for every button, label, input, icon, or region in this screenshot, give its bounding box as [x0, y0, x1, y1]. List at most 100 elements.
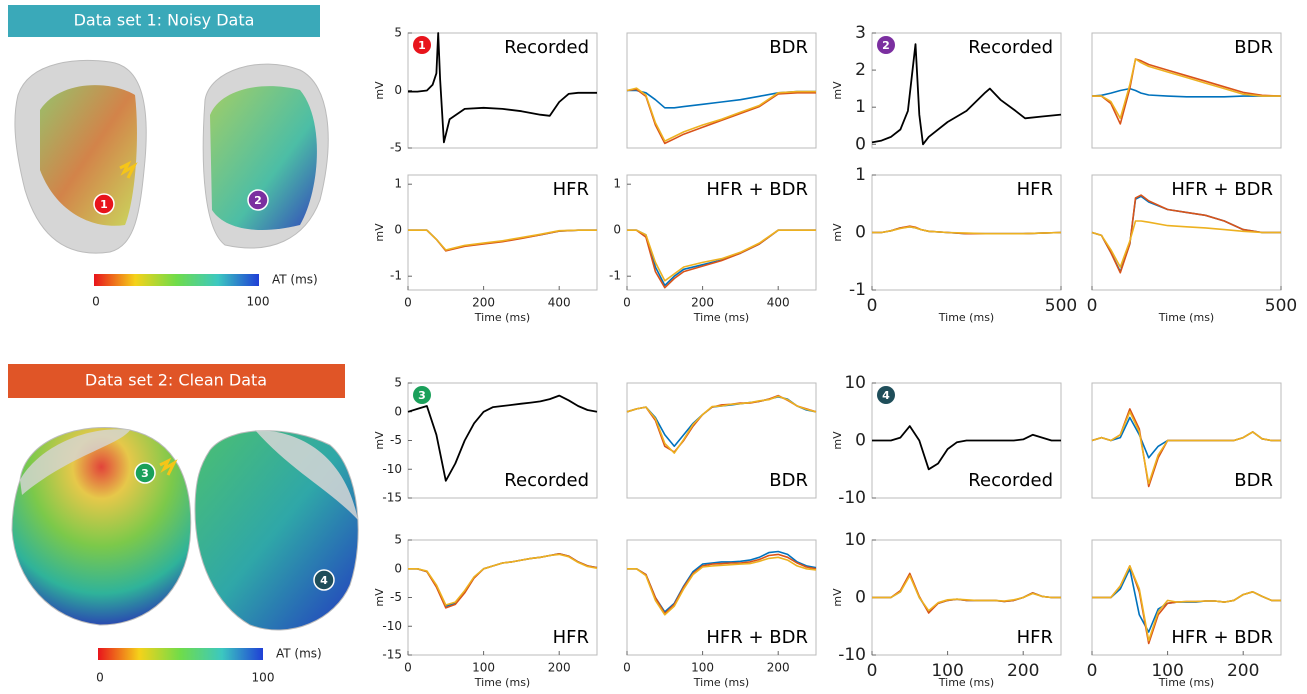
y-axis-label: mV	[373, 588, 386, 607]
site-badge	[247, 189, 269, 211]
trace	[626, 395, 817, 454]
y-tick-label: 3	[855, 23, 866, 43]
panel-title: Recorded	[504, 37, 589, 58]
heart	[255, 430, 358, 520]
y-tick-label: 0	[855, 134, 866, 154]
x-axis-label: Time (ms)	[938, 311, 994, 324]
plot-frame	[626, 174, 817, 291]
x-tick-label: 0	[1087, 296, 1098, 316]
plot-frame	[871, 32, 1062, 149]
y-axis-label: mV	[831, 81, 844, 100]
y-tick-label: 0	[855, 223, 866, 243]
site-label: 2	[882, 39, 890, 52]
y-axis-label: mV	[831, 431, 844, 450]
banner-box	[8, 5, 320, 37]
x-tick-label: 200	[691, 296, 714, 310]
x-axis-label: Time (ms)	[474, 676, 530, 689]
x-tick-label: 500	[1265, 296, 1297, 316]
site-badge	[877, 386, 895, 404]
trace	[872, 226, 1062, 235]
site-badge	[134, 462, 156, 484]
x-tick-label: 100	[1151, 661, 1183, 681]
panel-title: Recorded	[504, 470, 589, 491]
trace	[1091, 194, 1281, 274]
x-tick-label: 200	[1227, 661, 1259, 681]
y-tick-label: -5	[390, 433, 402, 447]
colorbar	[94, 274, 259, 286]
y-axis-label: mV	[831, 588, 844, 607]
y-tick-label: -10	[838, 645, 866, 665]
x-tick-label: 0	[623, 661, 631, 675]
trace	[627, 553, 817, 615]
x-tick-label: 100	[472, 661, 495, 675]
y-tick-label: -1	[390, 269, 402, 283]
x-tick-label: 500	[1045, 296, 1077, 316]
trace	[1091, 411, 1281, 485]
colorbar-max: 100	[252, 671, 275, 685]
banner-box	[8, 364, 345, 398]
y-tick-label: -15	[382, 491, 402, 505]
y-axis-label: mV	[373, 431, 386, 450]
x-tick-label: 200	[767, 661, 790, 675]
colorbar	[98, 648, 263, 660]
trace	[1092, 565, 1281, 642]
panel-title: BDR	[769, 470, 808, 491]
plot-frame	[407, 174, 598, 291]
plot-frame	[407, 539, 598, 656]
pacing-icon	[119, 160, 138, 179]
trace	[627, 556, 817, 616]
panel-title: HFR	[553, 179, 589, 200]
pacing-icon	[159, 457, 178, 476]
y-tick-label: -10	[382, 619, 402, 633]
colorbar-min: 0	[96, 671, 104, 685]
heart	[20, 429, 130, 495]
trace	[872, 425, 1061, 471]
panel-title: HFR	[553, 627, 589, 648]
y-tick-label: 1	[613, 177, 621, 191]
x-tick-label: 400	[548, 296, 571, 310]
y-axis-label: mV	[831, 223, 844, 242]
x-tick-label: 0	[404, 296, 412, 310]
site-badge	[93, 193, 115, 215]
panel-title: BDR	[1234, 470, 1273, 491]
site-badge	[413, 386, 431, 404]
y-tick-label: 10	[844, 530, 866, 550]
trace	[627, 229, 816, 282]
y-tick-label: -10	[838, 488, 866, 508]
site-label: 4	[882, 389, 890, 402]
colorbar-min: 0	[92, 295, 100, 309]
plot-frame	[871, 539, 1062, 656]
colorbar-label: AT (ms)	[276, 647, 322, 661]
trace	[872, 574, 1061, 612]
x-axis-label: Time (ms)	[474, 311, 530, 324]
site-label: 1	[100, 198, 108, 211]
x-tick-label: 200	[548, 661, 571, 675]
panel-title: BDR	[1234, 37, 1273, 58]
plot-frame	[407, 382, 598, 499]
plot-frame	[1091, 539, 1282, 656]
site-badge	[313, 569, 335, 591]
y-tick-label: 10	[844, 373, 866, 393]
y-tick-label: 5	[394, 26, 402, 40]
y-tick-label: -1	[609, 269, 621, 283]
y-tick-label: 0	[394, 83, 402, 97]
heart	[11, 426, 192, 626]
y-tick-label: 1	[855, 165, 866, 185]
x-axis-label: Time (ms)	[693, 311, 749, 324]
y-axis-label: mV	[373, 81, 386, 100]
y-tick-label: 0	[394, 404, 402, 418]
x-tick-label: 100	[691, 661, 714, 675]
x-tick-label: 0	[623, 296, 631, 310]
trace	[408, 229, 597, 251]
x-tick-label: 0	[867, 296, 878, 316]
x-axis-label: Time (ms)	[1158, 311, 1214, 324]
panel-title: HFR + BDR	[706, 179, 808, 200]
y-tick-label: -5	[390, 590, 402, 604]
y-tick-label: -15	[382, 648, 402, 662]
banner: Data set 1: Noisy Data	[74, 11, 255, 30]
trace	[1092, 58, 1282, 125]
site-badge	[413, 36, 431, 54]
plot-frame	[626, 382, 817, 499]
trace	[408, 553, 598, 606]
site-label: 3	[141, 467, 149, 480]
